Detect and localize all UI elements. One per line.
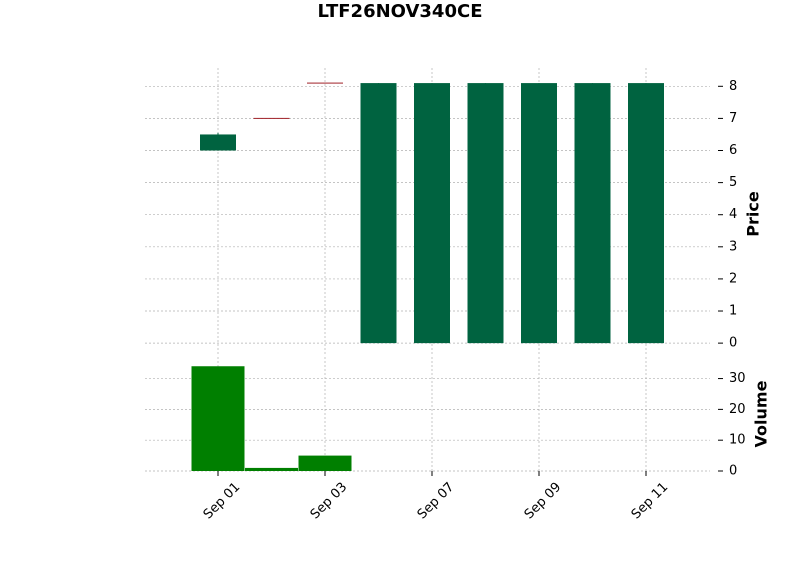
volume-tick-label: 30 (729, 371, 746, 386)
candle-body (253, 117, 290, 119)
chart-title: LTF26NOV340CE (317, 1, 482, 22)
x-tick-label: Sep 09 (522, 480, 565, 523)
x-tick-label: Sep 03 (308, 480, 351, 523)
candle-body (307, 82, 343, 84)
candle-body (200, 134, 236, 151)
candle-body (467, 83, 504, 344)
x-tick-label: Sep 11 (629, 480, 672, 523)
candle-body (414, 83, 450, 344)
volume-tick-label: 20 (729, 402, 746, 417)
y-axis-label: Price (744, 191, 763, 237)
volume-tick-label: 0 (729, 464, 737, 479)
candle-body (521, 83, 557, 344)
volume-bar (245, 467, 298, 471)
x-tick-label: Sep 07 (415, 480, 458, 523)
y-tick-label: 3 (729, 239, 737, 254)
y-tick-label: 5 (729, 175, 737, 190)
volume-axis-label: Volume (752, 380, 771, 447)
y-tick-label: 2 (729, 271, 737, 286)
candle-body (628, 83, 664, 344)
y-tick-label: 6 (729, 143, 737, 158)
y-tick-label: 0 (729, 336, 737, 351)
y-tick-label: 7 (729, 111, 737, 126)
candle-body (574, 83, 611, 344)
y-tick-label: 8 (729, 79, 737, 94)
x-tick-label: Sep 01 (201, 480, 244, 523)
volume-bar (191, 366, 245, 471)
candle-body (360, 83, 397, 344)
y-tick-label: 4 (729, 207, 737, 222)
y-tick-label: 1 (729, 304, 737, 319)
volume-tick-label: 10 (729, 433, 746, 448)
volume-bar (298, 455, 352, 471)
